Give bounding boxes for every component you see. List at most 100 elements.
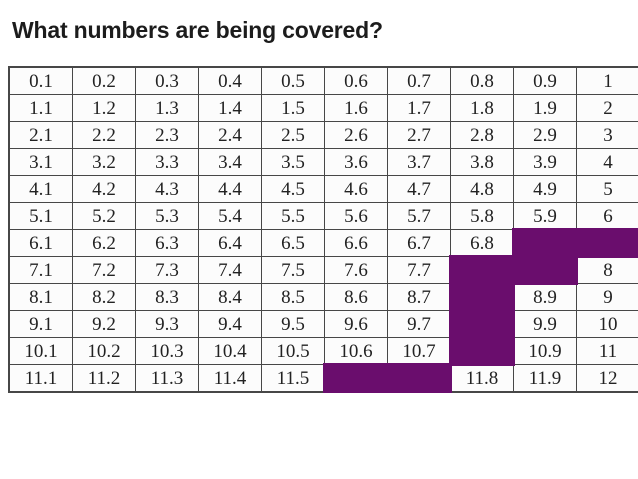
grid-cell: 8.7 xyxy=(387,283,451,311)
grid-cell: 2.5 xyxy=(261,121,325,149)
covered-cell xyxy=(449,282,516,313)
grid-cell: 10.2 xyxy=(72,337,136,365)
covered-cell xyxy=(512,228,579,259)
grid-cell: 1.3 xyxy=(135,94,199,122)
grid-cell: 6.3 xyxy=(135,229,199,257)
grid-cell: 0.9 xyxy=(513,66,577,95)
grid-cell: 8.5 xyxy=(261,283,325,311)
grid-cell: 10.7 xyxy=(387,337,451,365)
grid-row: 10.1 10.2 10.3 10.4 10.5 10.6 10.7 10.9 11 xyxy=(8,336,638,367)
grid-cell: 8.9 xyxy=(513,283,577,311)
grid-cell: 10 xyxy=(576,310,638,338)
decimal-grid-container: 0.1 0.2 0.3 0.4 0.5 0.6 0.7 0.8 0.9 1 1.1 1.2 1.3 1.4… xyxy=(8,66,638,393)
grid-cell: 7.6 xyxy=(324,256,388,284)
grid-cell: 1.4 xyxy=(198,94,262,122)
grid-cell: 5.1 xyxy=(8,202,73,230)
grid-cell: 7.1 xyxy=(8,256,73,284)
grid-cell: 11.2 xyxy=(72,364,136,393)
grid-cell: 4.9 xyxy=(513,175,577,203)
grid-cell: 1 xyxy=(576,66,638,95)
grid-cell: 1.5 xyxy=(261,94,325,122)
grid-cell: 0.7 xyxy=(387,66,451,95)
grid-cell: 7.5 xyxy=(261,256,325,284)
grid-cell: 11.9 xyxy=(513,364,577,393)
grid-cell: 4.8 xyxy=(450,175,514,203)
grid-cell: 0.1 xyxy=(8,66,73,95)
grid-row: 5.1 5.2 5.3 5.4 5.5 5.6 5.7 5.8 5.9 6 xyxy=(8,202,638,230)
grid-row: 1.1 1.2 1.3 1.4 1.5 1.6 1.7 1.8 1.9 2 xyxy=(8,94,638,122)
grid-cell: 9.3 xyxy=(135,310,199,338)
covered-cell xyxy=(512,255,579,286)
grid-cell: 9.4 xyxy=(198,310,262,338)
grid-cell: 2.1 xyxy=(8,121,73,149)
grid-cell: 3.8 xyxy=(450,148,514,176)
grid-row: 4.1 4.2 4.3 4.4 4.5 4.6 4.7 4.8 4.9 5 xyxy=(8,175,638,203)
grid-cell: 0.5 xyxy=(261,66,325,95)
grid-cell: 10.4 xyxy=(198,337,262,365)
grid-cell: 9 xyxy=(576,283,638,311)
grid-cell: 4.4 xyxy=(198,175,262,203)
grid-cell: 1.2 xyxy=(72,94,136,122)
grid-cell: 0.8 xyxy=(450,66,514,95)
grid-cell: 9.1 xyxy=(8,310,73,338)
grid-cell: 1.1 xyxy=(8,94,73,122)
grid-cell: 12 xyxy=(576,364,638,393)
grid-cell: 6.4 xyxy=(198,229,262,257)
grid-cell: 3 xyxy=(576,121,638,149)
grid-cell: 7.4 xyxy=(198,256,262,284)
grid-cell: 2.3 xyxy=(135,121,199,149)
grid-row: 11.1 11.2 11.3 11.4 11.5 11.8 11.9 12 xyxy=(8,363,638,393)
grid-cell: 8.3 xyxy=(135,283,199,311)
grid-cell: 3.6 xyxy=(324,148,388,176)
grid-cell: 2 xyxy=(576,94,638,122)
grid-cell: 2.6 xyxy=(324,121,388,149)
grid-cell: 1.6 xyxy=(324,94,388,122)
grid-cell: 7.2 xyxy=(72,256,136,284)
grid-row: 6.1 6.2 6.3 6.4 6.5 6.6 6.7 6.8 xyxy=(8,228,638,259)
grid-cell: 4.6 xyxy=(324,175,388,203)
grid-cell: 1.8 xyxy=(450,94,514,122)
grid-body: 0.1 0.2 0.3 0.4 0.5 0.6 0.7 0.8 0.9 1 1.1 1.2 1.3 1.4… xyxy=(8,66,638,393)
grid-cell: 3.3 xyxy=(135,148,199,176)
grid-cell: 2.9 xyxy=(513,121,577,149)
grid-cell: 10.3 xyxy=(135,337,199,365)
grid-cell: 9.5 xyxy=(261,310,325,338)
covered-cell xyxy=(575,228,638,259)
covered-cell xyxy=(449,336,516,367)
grid-cell: 3.9 xyxy=(513,148,577,176)
grid-cell: 5.3 xyxy=(135,202,199,230)
grid-cell: 6.5 xyxy=(261,229,325,257)
grid-row: 2.1 2.2 2.3 2.4 2.5 2.6 2.7 2.8 2.9 3 xyxy=(8,121,638,149)
grid-row: 9.1 9.2 9.3 9.4 9.5 9.6 9.7 9.9 10 xyxy=(8,309,638,340)
grid-cell: 3.2 xyxy=(72,148,136,176)
grid-cell: 5.4 xyxy=(198,202,262,230)
grid-cell: 5 xyxy=(576,175,638,203)
grid-cell: 10.9 xyxy=(513,337,577,365)
grid-cell: 6.7 xyxy=(387,229,451,257)
covered-cell xyxy=(449,255,516,286)
grid-row: 7.1 7.2 7.3 7.4 7.5 7.6 7.7 8 xyxy=(8,255,638,286)
grid-cell: 4.3 xyxy=(135,175,199,203)
grid-cell: 4.7 xyxy=(387,175,451,203)
grid-row: 3.1 3.2 3.3 3.4 3.5 3.6 3.7 3.8 3.9 4 xyxy=(8,148,638,176)
grid-cell: 4.2 xyxy=(72,175,136,203)
grid-cell: 0.4 xyxy=(198,66,262,95)
grid-cell: 6.6 xyxy=(324,229,388,257)
grid-cell: 0.3 xyxy=(135,66,199,95)
grid-cell: 1.7 xyxy=(387,94,451,122)
grid-cell: 6.8 xyxy=(450,229,514,257)
grid-cell: 11.5 xyxy=(261,364,325,393)
grid-cell: 3.1 xyxy=(8,148,73,176)
decimal-number-grid: 0.1 0.2 0.3 0.4 0.5 0.6 0.7 0.8 0.9 1 1.1 1.2 1.3 1.4… xyxy=(8,66,638,393)
grid-cell: 5.5 xyxy=(261,202,325,230)
grid-cell: 5.9 xyxy=(513,202,577,230)
grid-cell: 10.1 xyxy=(8,337,73,365)
grid-cell: 8.4 xyxy=(198,283,262,311)
grid-cell: 5.6 xyxy=(324,202,388,230)
grid-cell: 2.7 xyxy=(387,121,451,149)
grid-cell: 11.3 xyxy=(135,364,199,393)
grid-cell: 0.2 xyxy=(72,66,136,95)
grid-cell: 6 xyxy=(576,202,638,230)
grid-cell: 4 xyxy=(576,148,638,176)
grid-cell: 11.4 xyxy=(198,364,262,393)
